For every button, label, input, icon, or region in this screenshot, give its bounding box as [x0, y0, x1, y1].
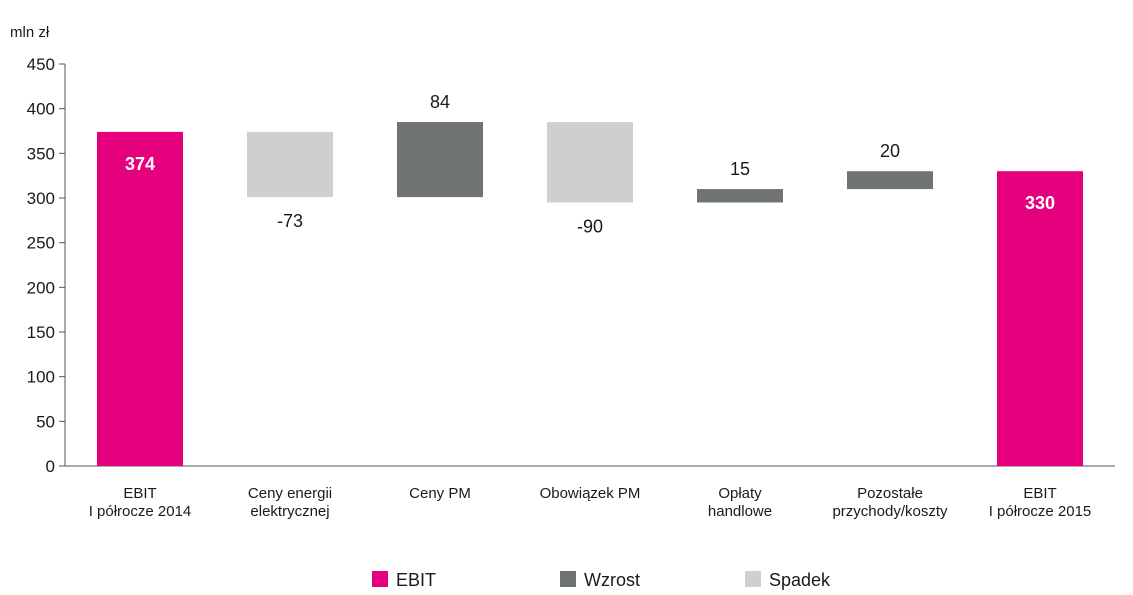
data-label: -90: [577, 216, 603, 236]
category-label: przychody/koszty: [832, 503, 948, 520]
category-label: Ceny energii: [248, 485, 332, 502]
category-label: elektrycznej: [250, 503, 329, 520]
category-label: EBIT: [1023, 485, 1056, 502]
data-label: 374: [125, 154, 155, 174]
legend: EBIT Wzrost Spadek: [372, 570, 831, 590]
bar-6: [997, 171, 1083, 466]
bar-1: [247, 131, 333, 198]
legend-swatch-ebit: [372, 571, 388, 587]
bar-5: [847, 171, 933, 190]
category-label: Ceny PM: [409, 485, 471, 502]
bar-3: [547, 122, 633, 203]
y-axis-unit-label: mln zł: [10, 24, 50, 41]
legend-label: Spadek: [769, 570, 831, 590]
data-label: 330: [1025, 193, 1055, 213]
data-label: 20: [880, 141, 900, 161]
y-tick-label: 350: [27, 144, 55, 163]
y-tick-label: 250: [27, 234, 55, 253]
y-ticks: 0 50 100 150 200 250 300 350 400 450: [27, 55, 65, 476]
bar-4: [697, 189, 783, 203]
data-label: 84: [430, 92, 450, 112]
y-tick-label: 400: [27, 100, 55, 119]
bars: 374 -73 84 -90 15 20 330: [97, 92, 1083, 467]
legend-label: EBIT: [396, 570, 436, 590]
y-tick-label: 450: [27, 55, 55, 74]
data-label: -73: [277, 211, 303, 231]
legend-swatch-spadek: [745, 571, 761, 587]
category-label: Obowiązek PM: [540, 485, 641, 502]
y-tick-label: 0: [46, 457, 55, 476]
y-tick-label: 200: [27, 278, 55, 297]
category-label: Pozostałe: [857, 485, 923, 502]
y-tick-label: 300: [27, 189, 55, 208]
y-tick-label: 100: [27, 368, 55, 387]
y-tick-label: 150: [27, 323, 55, 342]
bar-0: [97, 131, 183, 467]
legend-label: Wzrost: [584, 570, 640, 590]
legend-swatch-wzrost: [560, 571, 576, 587]
category-label: handlowe: [708, 503, 772, 520]
category-label: I półrocze 2014: [89, 503, 192, 520]
category-label: EBIT: [123, 485, 156, 502]
category-label: I półrocze 2015: [989, 503, 1092, 520]
category-label: Opłaty: [718, 485, 762, 502]
y-tick-label: 50: [36, 412, 55, 431]
data-label: 15: [730, 159, 750, 179]
bar-2: [397, 122, 483, 198]
